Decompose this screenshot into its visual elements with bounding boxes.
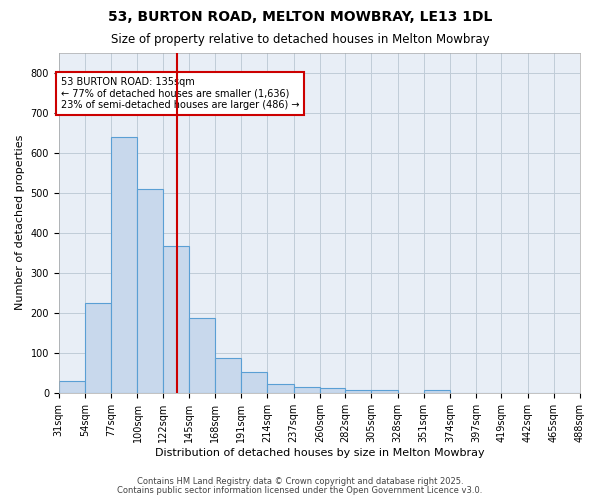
Bar <box>111 138 137 393</box>
Bar <box>345 390 371 393</box>
Text: 53 BURTON ROAD: 135sqm
← 77% of detached houses are smaller (1,636)
23% of semi-: 53 BURTON ROAD: 135sqm ← 77% of detached… <box>61 76 299 110</box>
Bar <box>320 388 345 393</box>
Bar <box>137 190 163 393</box>
Bar <box>189 318 215 393</box>
Bar <box>241 372 268 393</box>
Bar <box>268 384 294 393</box>
Y-axis label: Number of detached properties: Number of detached properties <box>15 135 25 310</box>
Bar <box>59 381 85 393</box>
Text: Contains HM Land Registry data © Crown copyright and database right 2025.: Contains HM Land Registry data © Crown c… <box>137 477 463 486</box>
Bar <box>85 303 111 393</box>
Bar <box>294 387 320 393</box>
Bar <box>163 246 189 393</box>
X-axis label: Distribution of detached houses by size in Melton Mowbray: Distribution of detached houses by size … <box>155 448 484 458</box>
Text: Contains public sector information licensed under the Open Government Licence v3: Contains public sector information licen… <box>118 486 482 495</box>
Bar <box>215 358 241 393</box>
Text: 53, BURTON ROAD, MELTON MOWBRAY, LE13 1DL: 53, BURTON ROAD, MELTON MOWBRAY, LE13 1D… <box>108 10 492 24</box>
Bar <box>424 390 450 393</box>
Bar <box>371 390 398 393</box>
Text: Size of property relative to detached houses in Melton Mowbray: Size of property relative to detached ho… <box>110 32 490 46</box>
